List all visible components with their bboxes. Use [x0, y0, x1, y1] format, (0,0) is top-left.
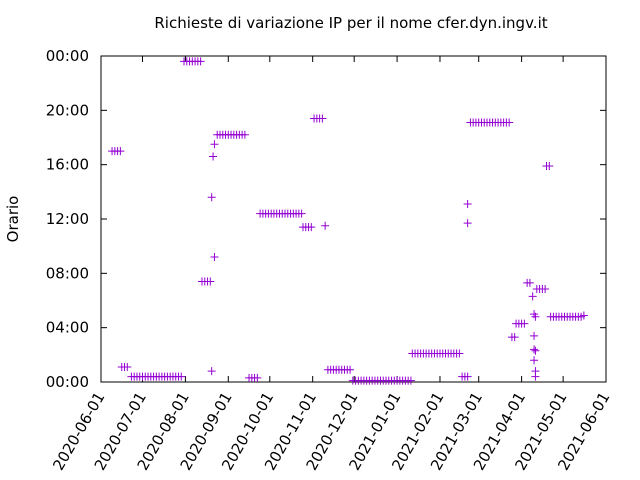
point	[531, 346, 540, 355]
point	[346, 365, 355, 374]
y-tick-label: 20:00	[46, 101, 89, 119]
point	[463, 219, 472, 228]
point	[406, 376, 415, 385]
point	[253, 373, 262, 382]
point	[510, 333, 519, 342]
point	[525, 278, 534, 287]
y-tick-label: 04:00	[46, 319, 89, 337]
point	[455, 349, 464, 358]
y-tick-label: 00:00	[46, 47, 89, 65]
point	[177, 372, 186, 381]
point	[196, 57, 205, 66]
plot-frame	[100, 55, 607, 383]
point	[541, 284, 550, 293]
point	[297, 209, 306, 218]
point	[321, 221, 330, 230]
y-tick-label: 12:00	[46, 210, 89, 228]
point	[530, 356, 539, 365]
y-tick-label: 16:00	[46, 156, 89, 174]
point	[531, 312, 540, 321]
point	[318, 114, 327, 123]
y-tick-label: 00:00	[46, 373, 89, 391]
point	[116, 147, 125, 156]
point	[123, 363, 132, 372]
point	[505, 118, 514, 127]
point	[240, 130, 249, 139]
chart-title: Richieste di variazione IP per il nome c…	[154, 14, 547, 32]
point	[528, 292, 537, 301]
point	[210, 140, 219, 149]
point	[209, 152, 218, 161]
point	[530, 345, 539, 354]
point	[307, 223, 316, 232]
y-tick-label: 08:00	[46, 264, 89, 282]
point	[545, 162, 554, 171]
point	[463, 200, 472, 209]
point	[531, 372, 540, 381]
point	[210, 253, 219, 262]
point	[530, 331, 539, 340]
point	[206, 277, 215, 286]
point	[207, 193, 216, 202]
point	[579, 311, 588, 320]
point	[463, 372, 472, 381]
y-axis-label: Orario	[4, 196, 22, 243]
point	[520, 319, 529, 328]
point	[207, 367, 216, 376]
